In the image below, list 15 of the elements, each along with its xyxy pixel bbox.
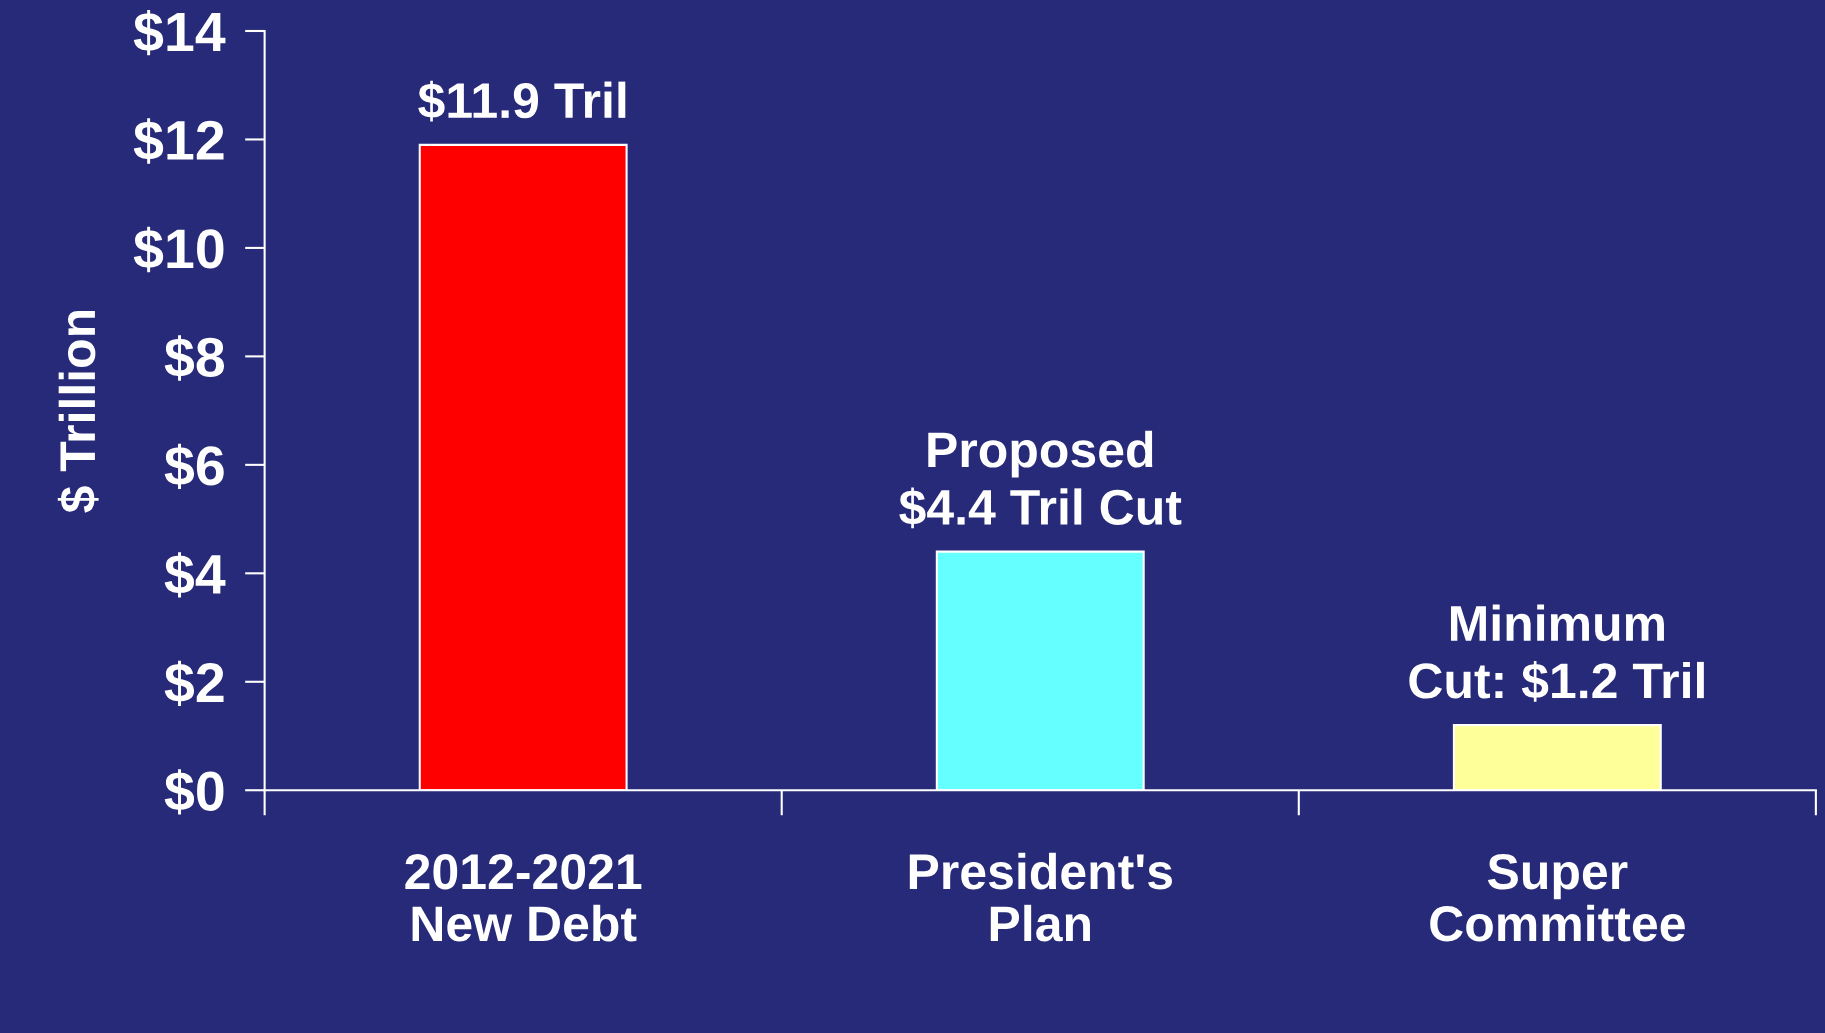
y-tick-label: $8 [164, 335, 225, 381]
x-tick-label: Super Committee [1430, 854, 1685, 942]
data-label: $11.9 Tril [418, 80, 626, 122]
y-axis-title: $ Trillion [57, 310, 99, 513]
y-tick-label: $4 [164, 552, 226, 598]
y-tick-label: $2 [164, 660, 224, 707]
x-tick-label: 2012-2021 New Debt [405, 854, 642, 942]
y-tick-label: $0 [164, 769, 224, 815]
y-tick-label: $6 [164, 443, 224, 490]
y-tick-label: $10 [133, 226, 224, 273]
x-tick-label: President's Plan [909, 852, 1172, 942]
y-tick-label: $12 [133, 118, 224, 164]
data-label: Proposed $4.4 Tril Cut [899, 430, 1182, 529]
data-label: Minimum Cut: $1.2 Tril [1409, 604, 1704, 702]
y-tick-label: $14 [133, 9, 226, 56]
